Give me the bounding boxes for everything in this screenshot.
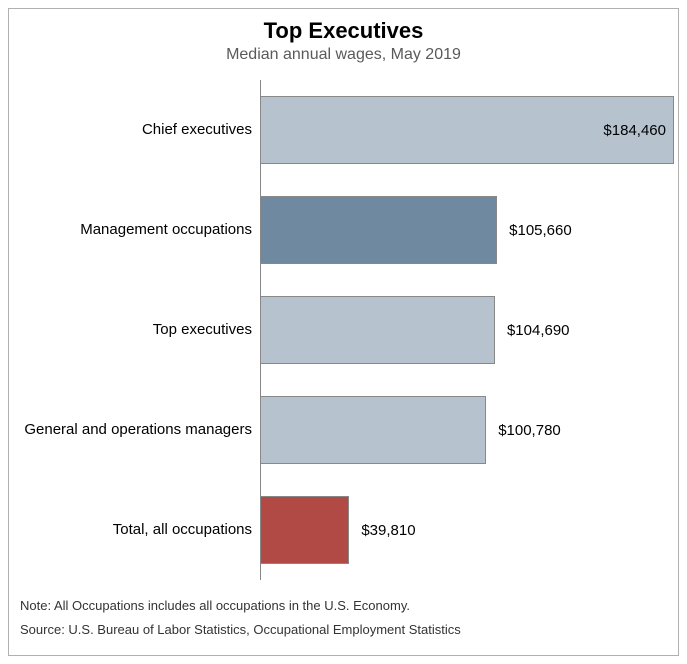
category-label: Top executives — [20, 280, 252, 380]
bar — [260, 396, 486, 464]
bar — [260, 496, 349, 564]
value-label: $184,460 — [584, 96, 674, 164]
chart-note: Note: All Occupations includes all occup… — [20, 598, 410, 613]
category-label: Chief executives — [20, 80, 252, 180]
plot-area: $184,460$105,660 $104,690 $100,780 $39,810 — [260, 80, 674, 580]
value-label: $39,810 — [361, 496, 415, 564]
chart-source: Source: U.S. Bureau of Labor Statistics,… — [20, 622, 461, 637]
value-label: $105,660 — [509, 196, 572, 264]
chart-subtitle: Median annual wages, May 2019 — [0, 46, 687, 64]
value-label: $100,780 — [498, 396, 561, 464]
value-label: $104,690 — [507, 296, 570, 364]
bar — [260, 296, 495, 364]
chart-title: Top Executives — [0, 18, 687, 44]
bar — [260, 196, 497, 264]
category-label: Total, all occupations — [20, 480, 252, 580]
category-label: General and operations managers — [20, 380, 252, 480]
category-label: Management occupations — [20, 180, 252, 280]
